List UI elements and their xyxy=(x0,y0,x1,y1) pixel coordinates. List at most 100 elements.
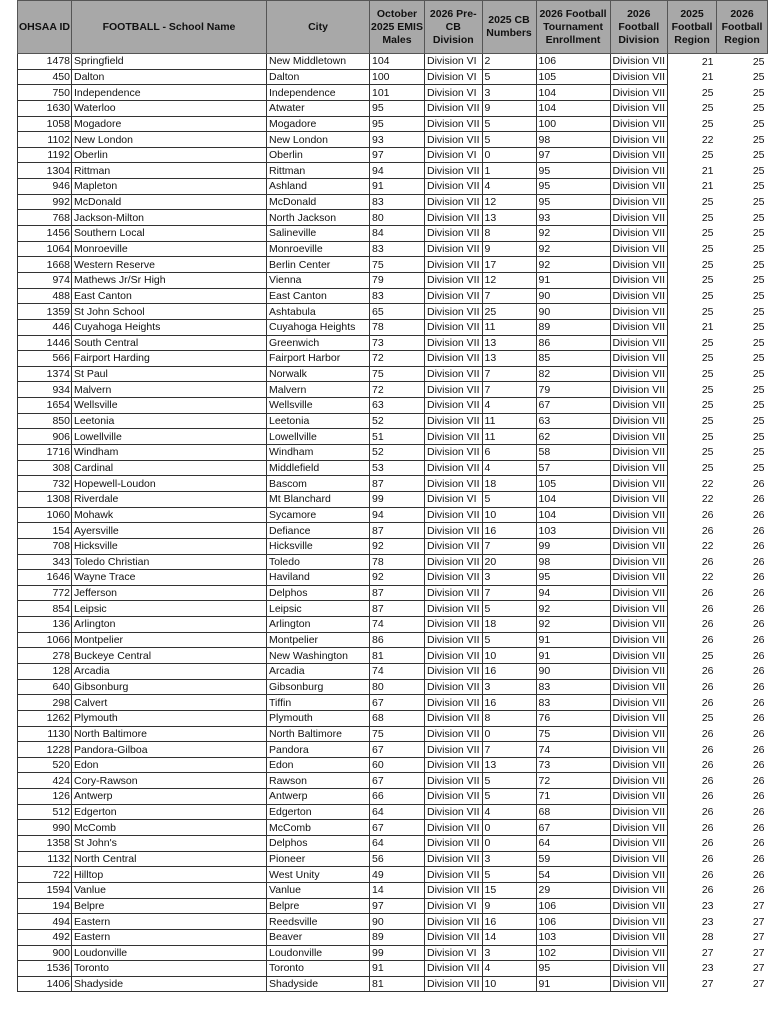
cell-region-2025: 22 xyxy=(701,493,714,506)
cell-cb-numbers: 13 xyxy=(481,334,537,352)
cell-ohsaa-id: 1406 xyxy=(17,975,72,993)
cell-pre-cb-division: Division VII xyxy=(424,459,483,477)
table-row: 1359 St John School Ashtabula 65 Division VI… xyxy=(17,303,768,320)
column-header-school-name[interactable]: FOOTBALL - School Name xyxy=(71,0,267,54)
cell-ohsaa-id: 1060 xyxy=(17,506,72,524)
cell-pre-cb-division: Division VII xyxy=(424,975,483,993)
cell-tournament-enrollment: 103 xyxy=(535,928,611,946)
cell-football-division: Division VII xyxy=(609,115,669,133)
cell-tournament-enrollment: 63 xyxy=(535,412,611,430)
table-row: 1064 Monroeville Monroeville 83 Division VII… xyxy=(17,240,768,258)
cell-tournament-enrollment: 57 xyxy=(535,459,611,477)
cell-emis-males: 90 xyxy=(369,913,425,930)
cell-region-2025: 25 xyxy=(701,446,714,459)
cell-ohsaa-id: 854 xyxy=(17,600,72,618)
cell-city: New Washington xyxy=(266,647,370,664)
column-header-tournament-enrollment[interactable]: 2026 Football Tournament Enrollment xyxy=(535,0,611,54)
cell-tournament-enrollment: 74 xyxy=(535,741,611,758)
cell-emis-males: 101 xyxy=(369,84,425,101)
cell-football-division: Division VII xyxy=(609,803,669,821)
cell-school-name: New London xyxy=(71,131,267,148)
cell-ohsaa-id: 722 xyxy=(17,866,72,883)
cell-region-2025: 26 xyxy=(701,837,714,850)
cell-region-2025: 25 xyxy=(701,649,714,662)
cell-pre-cb-division: Division VII xyxy=(424,600,483,618)
column-header-pre-cb-division[interactable]: 2026 Pre-CB Division xyxy=(424,0,483,54)
cell-ohsaa-id: 1668 xyxy=(17,256,72,273)
cell-school-name: Independence xyxy=(71,84,267,101)
column-header-region-2025[interactable]: 2025 Football Region xyxy=(667,0,718,54)
cell-region-2025: 26 xyxy=(701,555,714,568)
column-header-ohsaa-id[interactable]: OHSAA ID xyxy=(17,0,72,54)
cell-ohsaa-id: 1374 xyxy=(17,365,72,383)
table-row: 1456 Southern Local Salineville 84 Division … xyxy=(17,225,768,242)
cell-region-2025: 23 xyxy=(701,915,714,928)
cell-tournament-enrollment: 92 xyxy=(535,225,611,242)
column-header-cb-numbers[interactable]: 2025 CB Numbers xyxy=(481,0,537,54)
cell-ohsaa-id: 1102 xyxy=(17,131,72,148)
column-header-city[interactable]: City xyxy=(266,0,370,54)
cell-region-2025: 25 xyxy=(701,415,714,428)
cell-football-division: Division VII xyxy=(609,350,669,367)
cell-region-2026: 25 xyxy=(752,180,765,193)
cell-cb-numbers: 5 xyxy=(481,115,537,133)
cell-ohsaa-id: 934 xyxy=(17,381,72,399)
cell-pre-cb-division: Division VII xyxy=(424,271,483,289)
cell-emis-males: 66 xyxy=(369,788,425,805)
cell-pre-cb-division: Division VII xyxy=(424,537,483,555)
cell-emis-males: 65 xyxy=(369,303,425,320)
cell-region-2026: 26 xyxy=(752,571,765,584)
cell-city: Montpelier xyxy=(266,631,370,649)
cell-cb-numbers: 5 xyxy=(481,866,537,883)
cell-pre-cb-division: Division VII xyxy=(424,99,483,117)
cell-city: New Middletown xyxy=(266,53,370,70)
cell-ohsaa-id: 1262 xyxy=(17,709,72,727)
cell-emis-males: 93 xyxy=(369,131,425,148)
cell-ohsaa-id: 946 xyxy=(17,178,72,195)
cell-football-division: Division VII xyxy=(609,569,669,586)
cell-football-division: Division VII xyxy=(609,490,669,508)
cell-school-name: McDonald xyxy=(71,193,267,211)
cell-school-name: North Baltimore xyxy=(71,725,267,743)
cell-emis-males: 78 xyxy=(369,553,425,571)
cell-region-2026: 25 xyxy=(752,399,765,412)
cell-school-name: Dalton xyxy=(71,68,267,86)
cell-ohsaa-id: 1228 xyxy=(17,741,72,758)
cell-ohsaa-id: 1646 xyxy=(17,569,72,586)
cell-tournament-enrollment: 89 xyxy=(535,318,611,336)
table-row: 640 Gibsonburg Gibsonburg 80 Division VII 3 83… xyxy=(17,678,768,696)
cell-emis-males: 72 xyxy=(369,381,425,399)
cell-region-2025: 25 xyxy=(701,211,714,224)
cell-football-division: Division VII xyxy=(609,303,669,320)
cell-region-2025: 26 xyxy=(701,727,714,740)
cell-football-division: Division VII xyxy=(609,850,669,868)
table-row: 1594 Vanlue Vanlue 14 Division VII 15 29 Divisi… xyxy=(17,881,768,899)
cell-school-name: Leetonia xyxy=(71,412,267,430)
cell-tournament-enrollment: 59 xyxy=(535,850,611,868)
cell-cb-numbers: 18 xyxy=(481,475,537,492)
cell-emis-males: 91 xyxy=(369,178,425,195)
cell-city: Pioneer xyxy=(266,850,370,868)
cell-region-2026: 25 xyxy=(752,102,765,115)
cell-pre-cb-division: Division VII xyxy=(424,709,483,727)
cell-emis-males: 91 xyxy=(369,960,425,977)
cell-region-2026: 25 xyxy=(752,383,765,396)
cell-cb-numbers: 7 xyxy=(481,741,537,758)
column-header-football-division[interactable]: 2026 Football Division xyxy=(609,0,669,54)
cell-school-name: Buckeye Central xyxy=(71,647,267,664)
cell-ohsaa-id: 1304 xyxy=(17,162,72,180)
cell-region-2025: 22 xyxy=(701,477,714,490)
cell-city: Arlington xyxy=(266,616,370,633)
column-header-region-2026[interactable]: 2026 Football Region xyxy=(716,0,769,54)
cell-pre-cb-division: Division VII xyxy=(424,647,483,664)
column-header-emis-males[interactable]: October 2025 EMIS Males xyxy=(369,0,425,54)
cell-ohsaa-id: 1358 xyxy=(17,835,72,852)
cell-school-name: Toledo Christian xyxy=(71,553,267,571)
cell-city: Ashland xyxy=(266,178,370,195)
cell-region-2025: 25 xyxy=(701,430,714,443)
cell-school-name: Calvert xyxy=(71,694,267,711)
cell-school-name: Oberlin xyxy=(71,146,267,164)
cell-region-2026: 26 xyxy=(752,852,765,865)
cell-pre-cb-division: Division VII xyxy=(424,741,483,758)
cell-cb-numbers: 9 xyxy=(481,240,537,258)
